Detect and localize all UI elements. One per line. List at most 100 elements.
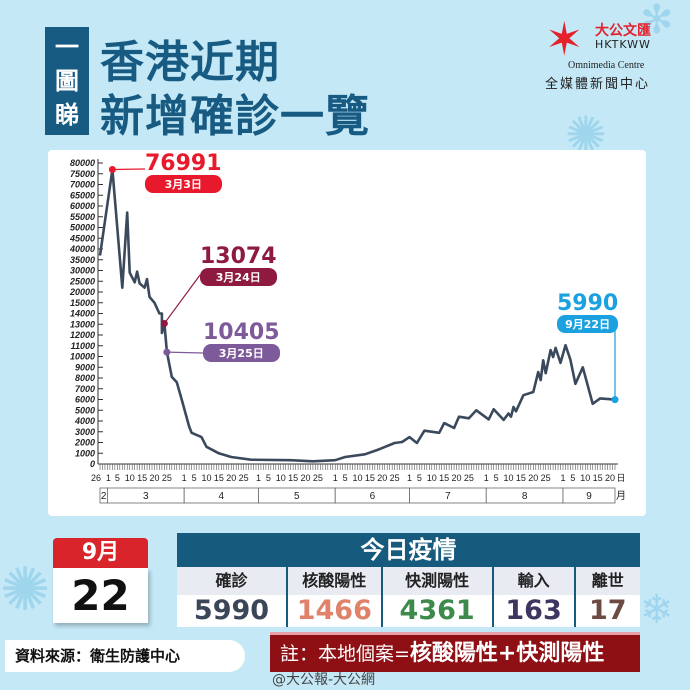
x-tick-label: 20 bbox=[149, 473, 159, 483]
x-tick-label: 15 bbox=[214, 473, 224, 483]
y-tick-label: 13000 bbox=[70, 319, 95, 329]
calendar-day: 22 bbox=[53, 568, 148, 623]
y-tick-label: 45000 bbox=[69, 233, 95, 243]
x-tick-label: 25 bbox=[464, 473, 474, 483]
x-tick-label: 25 bbox=[162, 473, 172, 483]
month-label: 4 bbox=[219, 491, 225, 502]
logo-sub-en: Omnimedia Centre bbox=[568, 60, 645, 71]
y-tick-label: 25000 bbox=[69, 276, 95, 286]
calendar-month: 9月 bbox=[53, 538, 148, 568]
stat-value: 163 bbox=[493, 595, 576, 627]
stat-value: 17 bbox=[575, 595, 641, 627]
x-tick-label: 10 bbox=[504, 473, 514, 483]
annotation-point bbox=[611, 396, 619, 404]
stats-label-row: 確診 核酸陽性 快測陽性 輸入 離世 bbox=[177, 567, 641, 595]
stat-label: 輸入 bbox=[493, 567, 576, 595]
x-tick-label: 10 bbox=[125, 473, 135, 483]
month-unit-label: 月 bbox=[616, 490, 626, 502]
y-tick-label: 80000 bbox=[70, 158, 95, 168]
stat-label: 快測陽性 bbox=[382, 567, 494, 595]
x-tick-label: 25 bbox=[239, 473, 249, 483]
x-tick-label: 1 bbox=[256, 473, 261, 483]
y-tick-label: 75000 bbox=[70, 169, 95, 179]
x-tick-label: 15 bbox=[439, 473, 449, 483]
badge-char: 睇 bbox=[55, 101, 79, 129]
logo-mark-icon: ✶ bbox=[545, 12, 584, 66]
page-title-line2: 新增確診一覽 bbox=[100, 91, 370, 142]
x-tick-label: 20 bbox=[300, 473, 310, 483]
page-title-line1: 香港近期 bbox=[100, 37, 280, 88]
x-tick-label: 5 bbox=[570, 473, 575, 483]
x-tick-label: 1 bbox=[182, 473, 187, 483]
x-tick-label: 20 bbox=[226, 473, 236, 483]
x-tick-label: 25 bbox=[390, 473, 400, 483]
stat-label: 確診 bbox=[177, 567, 288, 595]
badge-char: 一 bbox=[55, 33, 79, 61]
x-tick-label: 5 bbox=[192, 473, 197, 483]
month-label: 6 bbox=[370, 491, 376, 502]
stat-value: 1466 bbox=[287, 595, 383, 627]
today-stats-table: 今日疫情 確診 核酸陽性 快測陽性 輸入 離世 5990 1466 4361 163 17 bbox=[177, 533, 641, 627]
month-label: 8 bbox=[522, 491, 528, 502]
stats-value-row: 5990 1466 4361 163 17 bbox=[177, 595, 641, 627]
x-tick-label: 15 bbox=[288, 473, 298, 483]
logo-cn: 大公文匯 bbox=[595, 23, 651, 39]
y-tick-label: 30000 bbox=[70, 266, 95, 276]
annotation-mar25: 10405 3月25日 bbox=[203, 322, 280, 362]
virus-icon: ✺ bbox=[0, 555, 51, 625]
month-label: 3 bbox=[143, 491, 149, 502]
month-label: 7 bbox=[445, 491, 451, 502]
y-tick-label: 55000 bbox=[70, 212, 95, 222]
y-tick-label: 5000 bbox=[75, 405, 95, 415]
y-tick-label: 8000 bbox=[75, 373, 95, 383]
x-tick-label: 20 bbox=[377, 473, 387, 483]
y-tick-label: 10000 bbox=[70, 352, 95, 362]
y-tick-label: 4000 bbox=[74, 416, 95, 426]
note-prefix: 註：本地個案= bbox=[280, 643, 410, 665]
annotation-mar24: 13074 3月24日 bbox=[200, 246, 277, 286]
annotation-value: 10405 bbox=[203, 320, 280, 345]
stat-value: 4361 bbox=[382, 595, 494, 627]
x-tick-label: 20 bbox=[452, 473, 462, 483]
x-tick-label: 5 bbox=[343, 473, 348, 483]
note-formula: 核酸陽性+快測陽性 bbox=[409, 641, 605, 666]
note-box: 註：本地個案=核酸陽性+快測陽性 bbox=[270, 632, 640, 672]
x-tick-label: 1 bbox=[407, 473, 412, 483]
annotation-point bbox=[160, 319, 168, 327]
annotation-value: 76991 bbox=[145, 151, 222, 176]
y-tick-label: 40000 bbox=[69, 244, 95, 254]
y-tick-label: 14000 bbox=[70, 309, 95, 319]
y-tick-label: 65000 bbox=[70, 190, 95, 200]
annotation-value: 13074 bbox=[200, 244, 277, 269]
y-tick-label: 11000 bbox=[71, 341, 95, 351]
x-tick-label: 日 bbox=[616, 473, 625, 483]
y-tick-label: 60000 bbox=[70, 201, 95, 211]
snowflake-icon: ❄ bbox=[640, 587, 674, 633]
x-tick-label: 26 bbox=[91, 473, 101, 483]
annotation-date: 3月3日 bbox=[145, 175, 222, 193]
logo: ✶ 大公文匯 HKTKWW Omnimedia Centre 全媒體新聞中心 bbox=[540, 12, 680, 92]
x-tick-label: 5 bbox=[494, 473, 499, 483]
x-tick-label: 1 bbox=[333, 473, 338, 483]
y-tick-label: 12000 bbox=[70, 330, 95, 340]
logo-en: HKTKWW bbox=[595, 38, 651, 51]
x-tick-label: 5 bbox=[115, 473, 120, 483]
annotation-leader bbox=[163, 274, 201, 324]
watermark: @大公報-大公網 bbox=[272, 672, 376, 688]
x-tick-label: 1 bbox=[106, 473, 111, 483]
snowflake-icon: ✻ bbox=[640, 0, 674, 43]
y-tick-label: 15000 bbox=[70, 298, 95, 308]
title-badge: 一 圖 睇 bbox=[45, 27, 89, 135]
x-tick-label: 15 bbox=[593, 473, 603, 483]
annotation-date: 3月25日 bbox=[203, 344, 280, 362]
x-tick-label: 25 bbox=[541, 473, 551, 483]
y-tick-label: 50000 bbox=[70, 223, 95, 233]
x-tick-label: 15 bbox=[365, 473, 375, 483]
y-tick-label: 3000 bbox=[75, 427, 95, 437]
y-tick-label: 1000 bbox=[75, 448, 95, 458]
stat-value: 5990 bbox=[177, 595, 288, 627]
annotation-date: 3月24日 bbox=[200, 268, 277, 286]
annotation-point bbox=[108, 165, 116, 173]
y-tick-label: 20000 bbox=[69, 287, 95, 297]
y-tick-label: 2000 bbox=[74, 438, 95, 448]
